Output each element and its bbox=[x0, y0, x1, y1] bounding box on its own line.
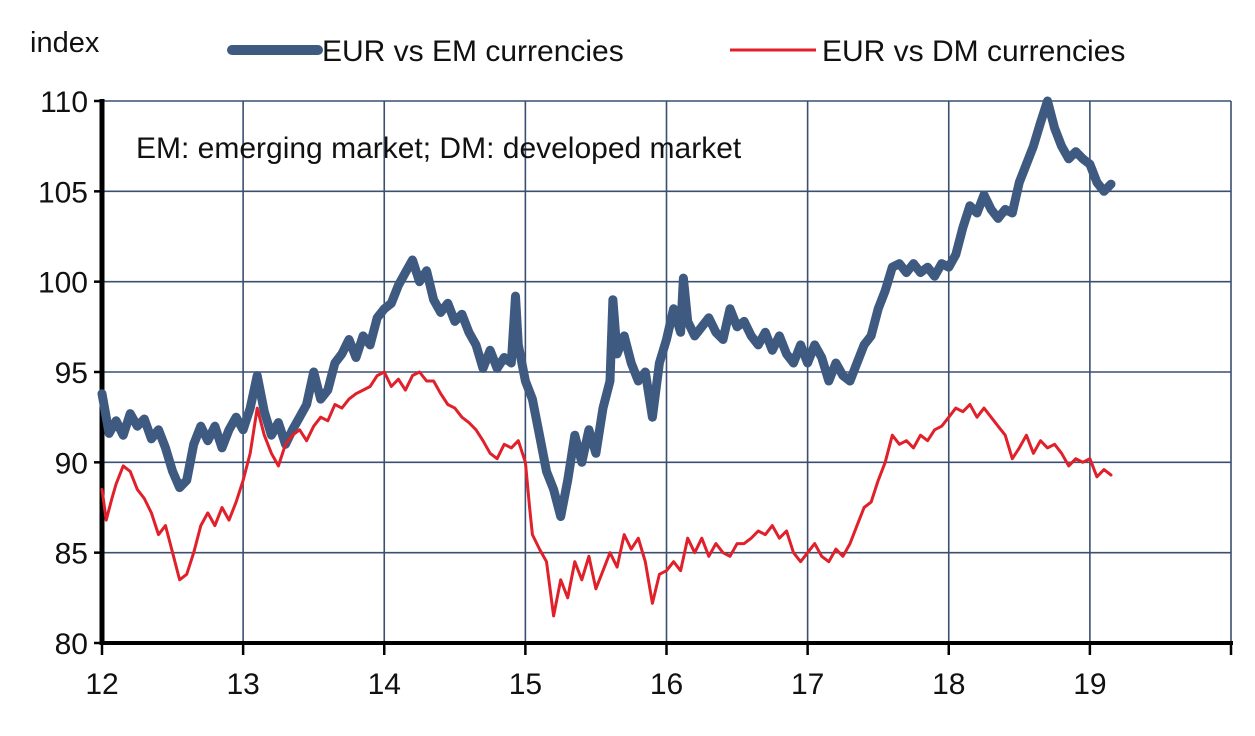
y-tick-label: 110 bbox=[40, 86, 88, 119]
y-tick-label: 105 bbox=[38, 176, 88, 209]
y-axis-label: index bbox=[30, 27, 100, 59]
x-tick-label: 12 bbox=[85, 668, 118, 701]
y-tick-label: 90 bbox=[55, 447, 88, 480]
chart-annotation: EM: emerging market; DM: developed marke… bbox=[136, 132, 742, 165]
legend-label-dm: EUR vs DM currencies bbox=[822, 35, 1125, 68]
x-tick-label: 15 bbox=[509, 668, 542, 701]
axes: 80 85 90 95 100 105 110 12 13 14 15 16 17 18 19 bbox=[38, 86, 1233, 701]
series-line-dm bbox=[100, 370, 1113, 618]
legend: EUR vs EM currencies EUR vs DM currencie… bbox=[227, 35, 1125, 68]
y-tick-label: 85 bbox=[55, 538, 88, 571]
y-tick-label: 80 bbox=[55, 628, 88, 661]
y-tick-label: 100 bbox=[38, 267, 88, 300]
y-tick-label: 95 bbox=[55, 357, 88, 390]
x-tick-label: 16 bbox=[650, 668, 683, 701]
series-line-em bbox=[97, 96, 1116, 521]
x-tick-label: 19 bbox=[1073, 668, 1106, 701]
x-tick-label: 18 bbox=[932, 668, 965, 701]
x-tick-label: 13 bbox=[226, 668, 259, 701]
x-tick-label: 14 bbox=[368, 668, 401, 701]
x-tick-label: 17 bbox=[791, 668, 824, 701]
series-lines bbox=[97, 96, 1116, 618]
legend-label-em: EUR vs EM currencies bbox=[322, 35, 624, 68]
